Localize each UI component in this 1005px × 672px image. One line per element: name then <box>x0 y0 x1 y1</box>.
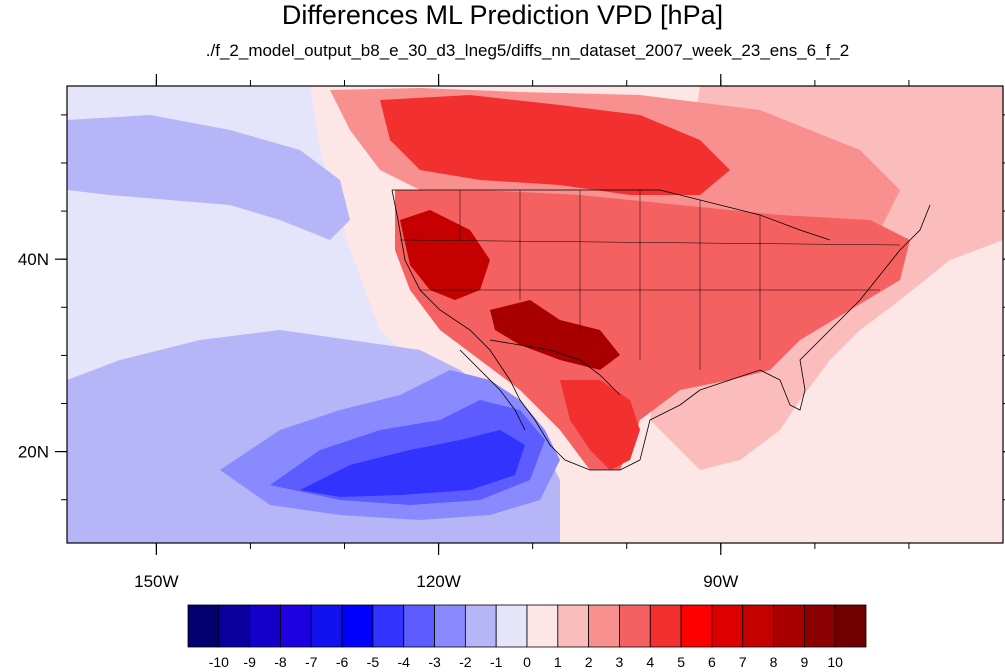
colorbar-box <box>649 604 682 648</box>
colorbar-label: -10 <box>209 654 229 670</box>
colorbar-label: -6 <box>336 654 349 670</box>
colorbar-label: 2 <box>585 654 593 670</box>
colorbar: -10 -9 -8 -7 -6 -5 -4 -3 -2 -1 0 1 2 3 4 5 6 7 8 9 10 <box>187 604 867 670</box>
us-red <box>395 190 910 470</box>
map-title: Differences ML Prediction VPD [hPa] <box>281 0 724 30</box>
y-tick-label: 40N <box>18 250 49 269</box>
colorbar-box <box>526 604 559 648</box>
x-tick-label: 120W <box>416 572 460 591</box>
colorbar-label: 1 <box>554 654 562 670</box>
x-tick-label: 90W <box>703 572 738 591</box>
colorbar-box <box>280 604 312 648</box>
colorbar-box <box>680 604 713 648</box>
colorbar-label: 8 <box>770 654 778 670</box>
canada-core <box>380 95 730 195</box>
axis-ticks: 150W 120W 90W 40N 20N <box>18 74 1005 591</box>
map-subtitle: ./f_2_model_output_b8_e_30_d3_lneg5/diff… <box>205 41 850 60</box>
colorbar-box <box>711 604 744 648</box>
colorbar-label: 4 <box>646 654 654 670</box>
colorbar-label: 9 <box>800 654 808 670</box>
colorbar-label: 3 <box>616 654 624 670</box>
colorbar-box <box>434 604 466 648</box>
colorbar-label: 5 <box>677 654 685 670</box>
colorbar-box <box>218 604 251 648</box>
colorbar-box <box>588 604 620 648</box>
colorbar-box <box>464 604 497 648</box>
map-field <box>67 86 1003 543</box>
colorbar-box <box>249 604 281 648</box>
colorbar-box <box>803 604 836 648</box>
colorbar-box <box>742 604 774 648</box>
mexico-red <box>560 380 640 470</box>
colorbar-box <box>773 604 805 648</box>
colorbar-label: 0 <box>523 654 531 670</box>
map-frame <box>66 85 1004 544</box>
colorbar-label: -4 <box>398 654 411 670</box>
colorbar-label: -7 <box>305 654 318 670</box>
colorbar-box <box>310 604 343 648</box>
colorbar-box <box>187 604 220 648</box>
colorbar-box <box>372 604 405 648</box>
colorbar-box <box>495 604 528 648</box>
state-borders <box>399 190 901 370</box>
x-tick-label: 150W <box>134 572 178 591</box>
colorbar-label: 6 <box>708 654 716 670</box>
colorbar-box <box>403 604 435 648</box>
colorbar-label: -3 <box>428 654 441 670</box>
colorbar-box <box>557 604 590 648</box>
baja-offshore-deep <box>300 430 525 497</box>
colorbar-label: -1 <box>490 654 503 670</box>
colorbar-label: 10 <box>827 654 843 670</box>
southwest-deep <box>490 300 620 370</box>
colorbar-label: -5 <box>367 654 380 670</box>
colorbar-box <box>341 604 374 648</box>
colorbar-label: -2 <box>459 654 472 670</box>
north-pacific-blue <box>67 115 350 240</box>
colorbar-label: 7 <box>739 654 747 670</box>
colorbar-box <box>834 604 867 648</box>
y-tick-label: 20N <box>18 443 49 462</box>
west-coast-deep <box>400 210 490 300</box>
colorbar-box <box>619 604 651 648</box>
colorbar-label: -8 <box>274 654 287 670</box>
colorbar-label: -9 <box>243 654 256 670</box>
